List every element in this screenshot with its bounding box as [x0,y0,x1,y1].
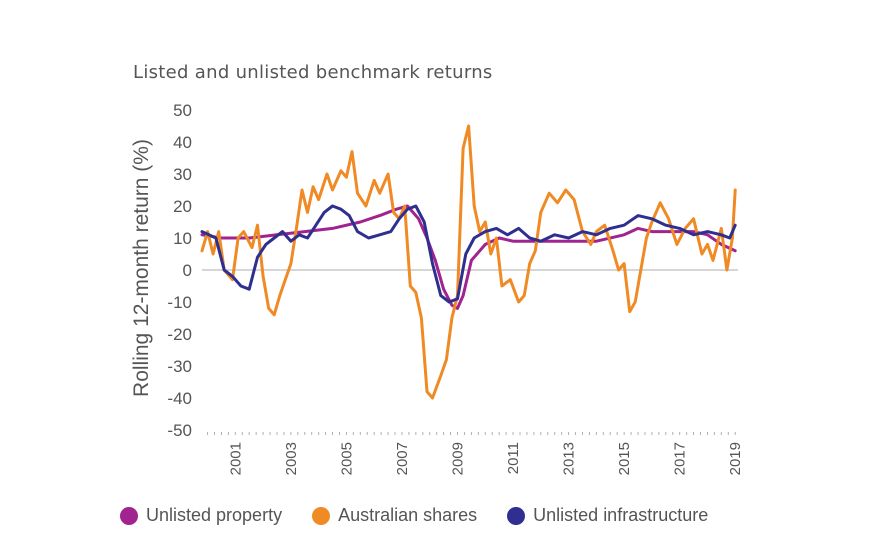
legend-item-australian-shares[interactable]: Australian shares [312,505,477,526]
series-line-unlisted-infrastructure [200,204,737,304]
legend-item-unlisted-property[interactable]: Unlisted property [120,505,282,526]
y-tick-label: 30 [173,165,192,184]
y-axis-label: Rolling 12-month return (%) [130,139,153,397]
legend-dot-unlisted-infrastructure [507,506,526,525]
chart-title: Listed and unlisted benchmark returns [133,62,493,83]
y-tick-label: -40 [167,389,192,408]
x-tick-label: 2009 [450,442,467,475]
x-tick-label: 2011 [505,442,522,474]
y-tick-label: -30 [167,357,192,376]
legend: Unlisted property Australian shares Unli… [120,505,738,526]
x-tick-label: 2001 [227,442,244,475]
x-tick-label: 2003 [283,442,300,475]
series-line-unlisted-property [200,204,737,310]
x-tick-label: 2013 [561,442,578,475]
legend-label: Australian shares [338,505,478,525]
x-axis: 2001 2003 2005 2007 2009 2011 2013 2015 2017 2019 [207,432,744,475]
series-line-australian-shares [200,124,737,400]
y-tick-label: -50 [167,421,192,440]
legend-item-unlisted-infrastructure[interactable]: Unlisted infrastructure [507,505,708,526]
legend-label: Unlisted property [146,505,283,525]
y-axis: 50 40 30 20 10 0 -10 -20 -30 -40 -50 [167,101,738,440]
y-tick-label: 20 [173,197,192,216]
x-tick-label: 2007 [394,442,411,475]
y-tick-label: -10 [167,293,192,312]
y-tick-label: 40 [173,133,192,152]
x-tick-label: 2005 [338,442,355,475]
x-tick-label: 2015 [616,442,633,475]
y-tick-label: 10 [173,229,192,248]
legend-dot-unlisted-property [120,506,138,525]
series-layer [200,124,737,400]
legend-dot-australian-shares [312,506,331,525]
x-tick-label: 2017 [672,442,689,475]
y-tick-label: 50 [173,101,192,120]
y-tick-label: -20 [167,325,192,344]
y-tick-label: 0 [183,261,192,280]
x-tick-label: 2019 [727,442,744,475]
legend-label: Unlisted infrastructure [533,505,709,525]
